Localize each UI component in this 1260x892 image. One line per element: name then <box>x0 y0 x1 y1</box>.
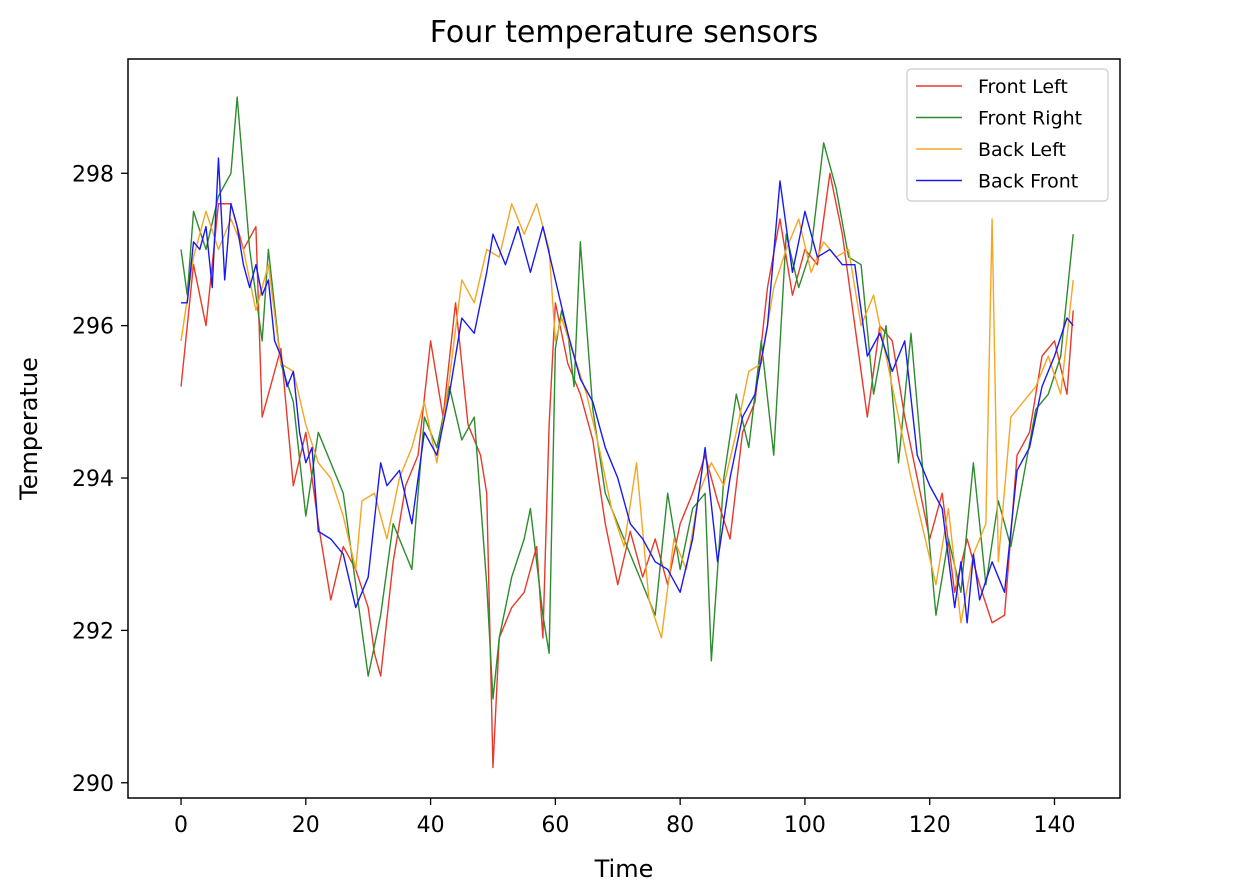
legend-label-front-right: Front Right <box>978 108 1082 130</box>
plot-frame <box>127 58 1121 799</box>
x-tick-label: 140 <box>1033 813 1075 838</box>
chart-title: Four temperature sensors <box>430 15 819 50</box>
x-tick-label: 120 <box>909 813 951 838</box>
x-tick-label: 100 <box>784 813 826 838</box>
series-layer <box>180 96 1074 769</box>
x-tick-label: 40 <box>417 813 445 838</box>
legend-box <box>906 68 1109 202</box>
legend-label-back-left: Back Left <box>978 139 1066 161</box>
series-line-back-left <box>180 203 1074 639</box>
y-tick-label: 290 <box>72 772 114 797</box>
x-tick-label: 60 <box>541 813 569 838</box>
legend-label-back-front: Back Front <box>978 171 1078 193</box>
series-line-back-front <box>181 157 1074 624</box>
series-line-front-right <box>180 96 1074 700</box>
legend: Front Left Front Right Back Left Back Front <box>906 68 1109 202</box>
y-tick-label: 292 <box>72 619 114 644</box>
axes-layer: 0 20 40 60 80 100 120 140 290 292 294 296 298 <box>72 58 1121 838</box>
x-axis-label: Time <box>594 855 654 883</box>
x-tick-label: 0 <box>174 813 188 838</box>
y-tick-label: 294 <box>72 467 114 492</box>
legend-label-front-left: Front Left <box>978 76 1068 98</box>
series-line-front-left <box>180 172 1074 769</box>
y-tick-label: 296 <box>72 315 114 340</box>
y-axis-label: Temperatue <box>15 357 43 501</box>
x-tick-label: 20 <box>292 813 320 838</box>
y-tick-label: 298 <box>72 162 114 187</box>
x-tick-label: 80 <box>666 813 694 838</box>
